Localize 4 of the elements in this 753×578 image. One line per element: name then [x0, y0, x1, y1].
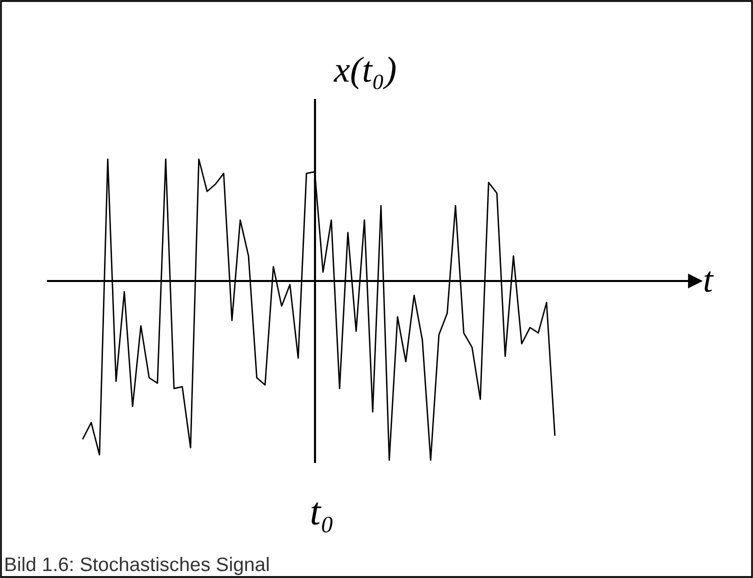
y-axis-title: x(t₀) — [334, 56, 396, 90]
text: Bild 1.6: Stochastisches Signal — [6, 556, 269, 576]
text: t₀ — [312, 502, 332, 533]
x-axis-title: t — [704, 271, 714, 292]
